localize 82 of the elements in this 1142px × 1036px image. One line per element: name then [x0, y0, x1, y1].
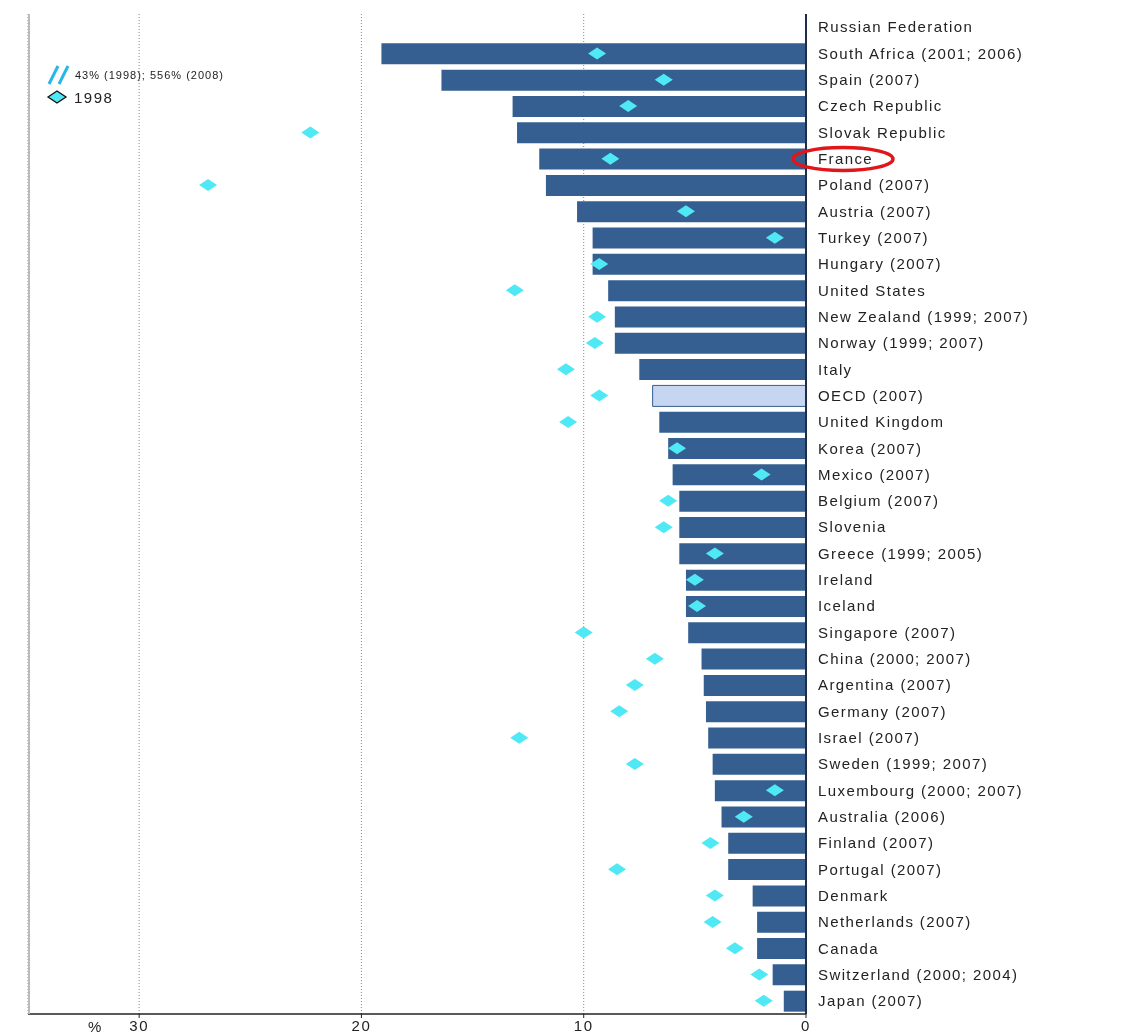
y-tick-label: Slovak Republic: [818, 123, 947, 141]
x-tick-label: 10: [573, 1016, 594, 1034]
bar: [577, 201, 806, 223]
bar: [679, 543, 806, 565]
bar: [714, 780, 806, 802]
bar: [592, 253, 806, 275]
bar: [685, 569, 806, 591]
bar: [539, 148, 806, 170]
y-tick-label: New Zealand (1999; 2007): [818, 307, 1030, 325]
x-tick-label: 20: [351, 1016, 372, 1034]
y-tick-label: Denmark: [818, 886, 889, 904]
y-tick-label: Spain (2007): [818, 71, 921, 89]
y-tick-label: Finland (2007): [818, 834, 935, 852]
y-tick-label: Portugal (2007): [818, 860, 943, 878]
y-tick-label: Korea (2007): [818, 439, 923, 457]
y-tick-label: Mexico (2007): [818, 465, 932, 483]
x-tick-label: 0: [801, 1016, 811, 1034]
bar: [712, 753, 806, 775]
bar: [708, 727, 806, 749]
y-tick-label: Greece (1999; 2005): [818, 544, 984, 562]
bar: [728, 832, 806, 854]
bar: [772, 964, 806, 986]
bar: [592, 227, 806, 249]
bar: [668, 438, 806, 460]
bar: [659, 411, 806, 433]
y-tick-label: United Kingdom: [818, 413, 945, 431]
y-tick-label: South Africa (2001; 2006): [818, 44, 1024, 62]
y-tick-label: Russian Federation: [818, 18, 974, 36]
bar: [381, 43, 806, 65]
y-tick-label: France: [818, 150, 874, 168]
bar: [752, 885, 806, 907]
y-tick-label: Ireland: [818, 571, 874, 589]
y-tick-label: Germany (2007): [818, 702, 947, 720]
bar: [608, 280, 806, 302]
bar: [728, 859, 806, 881]
bar: [679, 517, 806, 538]
bar: [703, 674, 806, 696]
bar: [701, 648, 806, 670]
x-axis-title: %: [88, 1018, 102, 1035]
legend-label: 1998: [74, 88, 114, 106]
y-tick-label: Singapore (2007): [818, 623, 957, 641]
bar: [517, 122, 806, 144]
bar: [512, 95, 806, 117]
y-tick-label: Sweden (1999; 2007): [818, 755, 989, 773]
y-tick-label: Hungary (2007): [818, 255, 942, 273]
y-tick-label: Norway (1999; 2007): [818, 334, 985, 352]
y-tick-label: Japan (2007): [818, 992, 924, 1010]
y-tick-label: Switzerland (2000; 2004): [818, 965, 1019, 983]
y-tick-label: Belgium (2007): [818, 492, 940, 510]
annotation: 43% (1998); 556% (2008): [75, 69, 224, 81]
y-tick-label: Poland (2007): [818, 176, 931, 194]
bar: [614, 332, 806, 354]
bar: [679, 490, 806, 512]
x-tick-label: 30: [129, 1016, 149, 1034]
bar: [721, 806, 806, 828]
bar: [672, 464, 806, 486]
bar: [614, 306, 806, 328]
y-tick-label: China (2000; 2007): [818, 650, 972, 668]
y-tick-label: Austria (2007): [818, 202, 932, 220]
y-tick-label: Australia (2006): [818, 807, 947, 825]
y-tick-label: Luxembourg (2000; 2007): [818, 781, 1023, 799]
bar: [652, 384, 806, 407]
y-tick-label: Netherlands (2007): [818, 913, 972, 931]
bar: [757, 938, 806, 960]
bar: [441, 69, 806, 91]
bar: [685, 595, 806, 617]
y-tick-label: United States: [818, 281, 927, 299]
y-tick-label: Canada: [818, 939, 879, 957]
y-tick-label: OECD (2007): [818, 386, 925, 404]
y-tick-label: Turkey (2007): [818, 229, 930, 247]
bar: [705, 701, 806, 723]
y-tick-label: Italy: [818, 360, 853, 378]
bar: [545, 174, 806, 196]
y-tick-label: Iceland: [818, 597, 877, 615]
bar: [757, 911, 806, 933]
bar: [639, 359, 806, 381]
y-tick-label: Slovenia: [818, 518, 887, 536]
bar: [688, 622, 806, 644]
y-tick-label: Israel (2007): [818, 729, 921, 747]
y-tick-label: Czech Republic: [818, 97, 943, 115]
bar: [783, 990, 806, 1012]
y-tick-label: Argentina (2007): [818, 676, 953, 694]
